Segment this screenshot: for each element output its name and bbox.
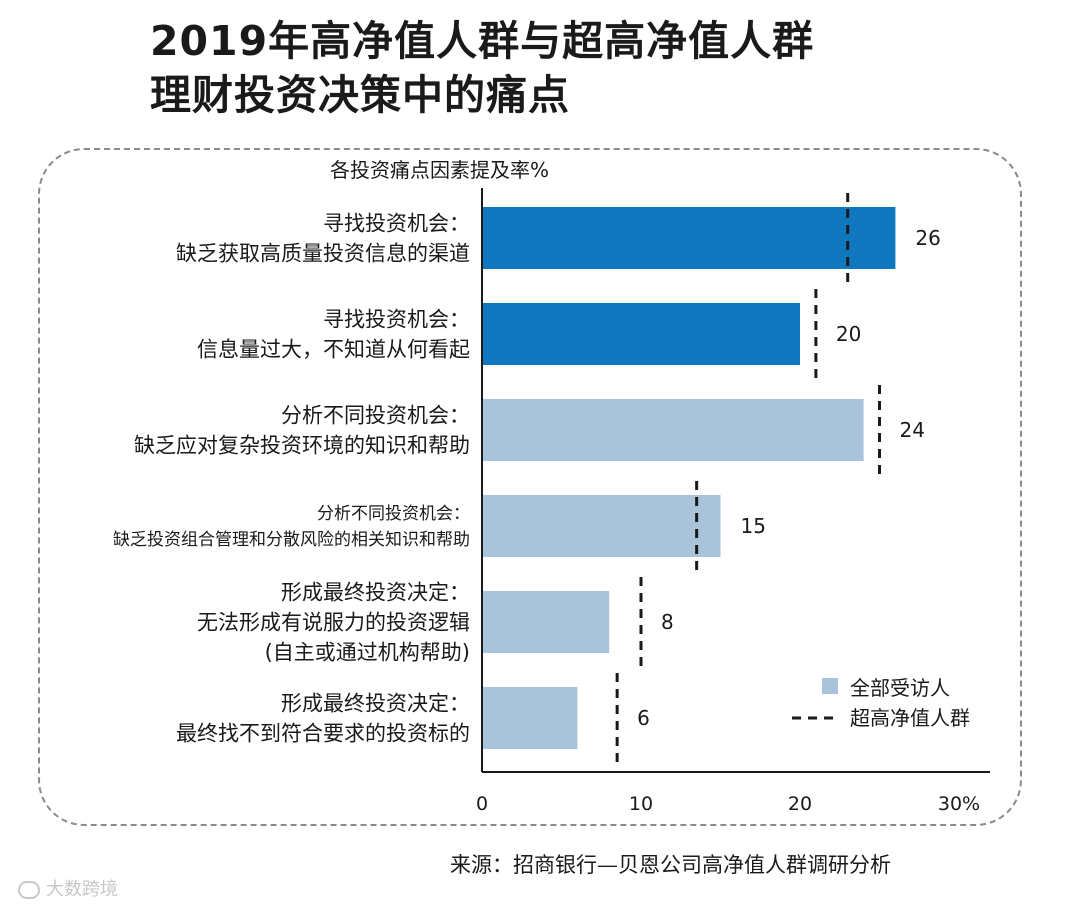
title-line-2: 理财投资决策中的痛点: [150, 71, 570, 119]
category-label-4-line-1: 分析不同投资机会：: [317, 504, 470, 524]
value-label-1: 26: [915, 226, 940, 250]
category-label-6-line-2: 最终找不到符合要求的投资标的: [176, 722, 470, 746]
bar-3: [482, 399, 864, 461]
bar-5: [482, 591, 610, 653]
value-label-2: 20: [836, 322, 861, 346]
category-label-5-line-1: 形成最终投资决定：: [281, 581, 470, 605]
x-tick-label-30: 30%: [938, 793, 980, 815]
category-label-5-line-2: 无法形成有说服力的投资逻辑: [197, 611, 470, 635]
category-label-2-line-2: 信息量过大，不知道从何看起: [197, 338, 470, 362]
value-label-5: 8: [661, 610, 674, 634]
category-label-1-line-2: 缺乏获取高质量投资信息的渠道: [176, 242, 470, 266]
value-label-4: 15: [741, 514, 766, 538]
category-label-2-line-1: 寻找投资机会：: [323, 308, 470, 332]
x-tick-label-0: 0: [476, 793, 488, 815]
value-label-3: 24: [900, 418, 925, 442]
category-label-4-line-2: 缺乏投资组合管理和分散风险的相关知识和帮助: [113, 530, 470, 550]
source-note: 来源：招商银行—贝恩公司高净值人群调研分析: [450, 853, 891, 877]
bar-6: [482, 687, 578, 749]
watermark: 大数跨境: [18, 878, 178, 902]
legend-label-all: 全部受访人: [850, 676, 950, 700]
watermark-logo-icon: [18, 881, 40, 899]
category-label-6-line-1: 形成最终投资决定：: [281, 692, 470, 716]
category-label-3-line-2: 缺乏应对复杂投资环境的知识和帮助: [134, 434, 470, 458]
category-label-5-line-3: (自主或通过机构帮助): [265, 641, 470, 665]
chart-frame: [38, 148, 1022, 826]
category-label-3-line-1: 分析不同投资机会：: [281, 404, 470, 428]
watermark-text: 大数跨境: [46, 879, 118, 900]
bar-4: [482, 495, 721, 557]
bar-2: [482, 303, 800, 365]
x-tick-label-20: 20: [788, 793, 812, 815]
chart-title: 2019年高净值人群与超高净值人群 理财投资决策中的痛点: [150, 14, 1050, 122]
bar-1: [482, 207, 896, 269]
category-label-1-line-1: 寻找投资机会：: [323, 212, 470, 236]
legend-label-ultra: 超高净值人群: [850, 706, 970, 730]
value-label-6: 6: [637, 706, 650, 730]
legend-swatch-all: [822, 678, 838, 694]
x-tick-label-10: 10: [629, 793, 653, 815]
title-line-1: 2019年高净值人群与超高净值人群: [150, 17, 815, 65]
chart-subtitle: 各投资痛点因素提及率%: [330, 156, 690, 184]
